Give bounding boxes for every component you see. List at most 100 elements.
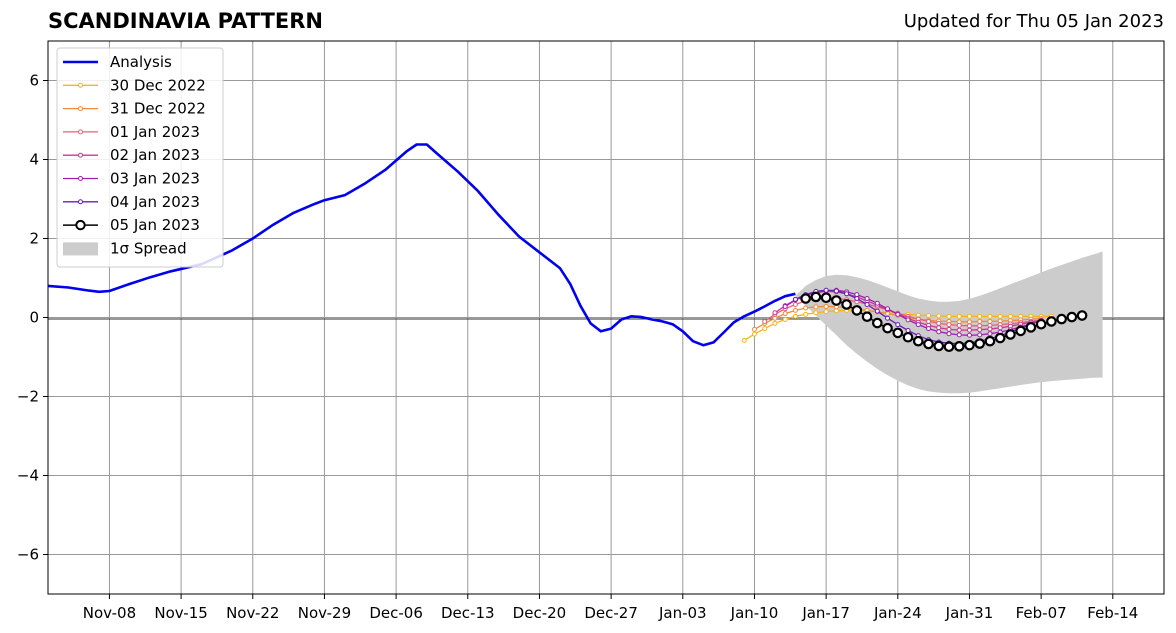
forecast-point xyxy=(977,313,983,319)
forecast-point xyxy=(792,301,798,307)
current-forecast-point xyxy=(912,335,924,347)
forecast-point xyxy=(977,332,983,338)
current-forecast-point xyxy=(953,341,965,352)
forecast-point xyxy=(782,316,788,322)
current-forecast-point xyxy=(851,305,863,316)
forecast-point xyxy=(926,313,932,319)
forecast-point xyxy=(762,326,768,332)
x-tick-label: Jan-17 xyxy=(801,604,850,622)
legend: Analysis 30 Dec 2022 31 Dec 2022 01 Jan 202… xyxy=(56,47,224,268)
legend-marker xyxy=(78,152,83,158)
legend-box xyxy=(56,47,224,268)
x-tick-label: Feb-14 xyxy=(1087,604,1138,622)
current-forecast-point xyxy=(882,322,893,334)
forecast-point xyxy=(915,322,921,328)
forecast-point xyxy=(772,315,778,321)
current-forecast-point xyxy=(1015,325,1026,337)
forecast-point xyxy=(956,322,962,328)
forecast-point xyxy=(895,311,901,317)
legend-marker xyxy=(75,219,86,231)
forecast-point xyxy=(751,331,757,337)
legend-item: 04 Jan 2023 xyxy=(63,193,200,211)
current-forecast-point xyxy=(1046,316,1057,327)
forecast-point xyxy=(864,301,870,307)
current-forecast-point xyxy=(1066,311,1078,323)
legend-item: Analysis xyxy=(63,53,172,71)
forecast-point xyxy=(772,310,778,316)
forecast-point xyxy=(987,326,993,332)
forecast-point xyxy=(885,306,891,312)
current-forecast-point xyxy=(820,292,832,304)
x-tick-label: Dec-20 xyxy=(513,604,567,622)
forecast-point xyxy=(874,300,880,306)
forecast-point xyxy=(987,313,993,319)
forecast-point xyxy=(966,323,972,329)
current-forecast-point xyxy=(800,293,811,304)
forecast-point xyxy=(762,318,768,324)
current-forecast-point xyxy=(943,341,955,353)
x-tick-label: Nov-22 xyxy=(226,604,279,622)
current-forecast-point xyxy=(831,295,842,306)
current-forecast-point xyxy=(902,331,914,343)
forecast-point xyxy=(854,292,860,298)
x-tick-label: Jan-10 xyxy=(730,604,779,622)
forecast-point xyxy=(926,326,932,332)
current-forecast-point xyxy=(974,338,986,349)
x-tick-label: Feb-07 xyxy=(1016,604,1067,622)
y-tick-label: −2 xyxy=(17,388,39,406)
forecast-point xyxy=(823,287,829,293)
forecast-point xyxy=(803,311,809,317)
legend-marker xyxy=(78,129,83,135)
forecast-point xyxy=(823,309,829,315)
forecast-point xyxy=(885,315,891,321)
forecast-point xyxy=(813,304,819,310)
x-tick-label: Dec-06 xyxy=(369,604,423,622)
forecast-point xyxy=(895,322,901,328)
current-forecast-point xyxy=(994,332,1006,344)
x-tick-label: Jan-03 xyxy=(658,604,707,622)
forecast-point xyxy=(936,320,942,326)
chart-subtitle: Updated for Thu 05 Jan 2023 xyxy=(903,11,1164,32)
current-forecast-series xyxy=(800,291,1088,353)
x-tick-label: Dec-27 xyxy=(584,604,638,622)
y-tick-label: 4 xyxy=(29,151,39,169)
forecast-point xyxy=(997,313,1003,319)
forecast-point xyxy=(803,305,809,311)
legend-marker xyxy=(78,176,83,181)
chart-title: SCANDINAVIA PATTERN xyxy=(48,9,323,33)
forecast-point xyxy=(751,326,757,332)
forecast-point xyxy=(833,288,839,294)
forecast-point xyxy=(772,320,778,326)
x-tick-label: Dec-13 xyxy=(441,604,495,622)
forecast-point xyxy=(977,327,983,333)
forecast-point xyxy=(977,323,983,329)
y-tick-label: −4 xyxy=(17,467,39,485)
legend-item: 03 Jan 2023 xyxy=(63,170,200,188)
forecast-point xyxy=(782,311,788,317)
legend-marker xyxy=(78,82,83,88)
forecast-point xyxy=(956,327,962,333)
current-forecast-point xyxy=(892,327,904,339)
legend-item: 02 Jan 2023 xyxy=(63,146,200,164)
forecast-point xyxy=(741,337,747,343)
x-tick-label: Nov-29 xyxy=(298,604,351,622)
forecast-point xyxy=(823,303,829,309)
current-forecast-point xyxy=(1056,313,1067,325)
forecast-point xyxy=(792,307,798,313)
forecast-point xyxy=(792,313,798,319)
y-tick-label: 2 xyxy=(29,230,39,248)
legend-label: 05 Jan 2023 xyxy=(110,216,200,234)
y-tick-label: −6 xyxy=(17,546,39,564)
forecast-point xyxy=(833,308,839,314)
current-forecast-point xyxy=(841,299,852,310)
forecast-point xyxy=(956,332,962,338)
current-forecast-point xyxy=(861,311,873,323)
current-forecast-point xyxy=(1076,310,1088,321)
legend-swatch xyxy=(63,242,98,256)
forecast-point xyxy=(946,326,952,332)
forecast-point xyxy=(813,310,819,316)
legend-item: 31 Dec 2022 xyxy=(63,100,206,118)
forecast-point xyxy=(966,327,972,333)
x-tick-label: Jan-24 xyxy=(873,604,922,622)
